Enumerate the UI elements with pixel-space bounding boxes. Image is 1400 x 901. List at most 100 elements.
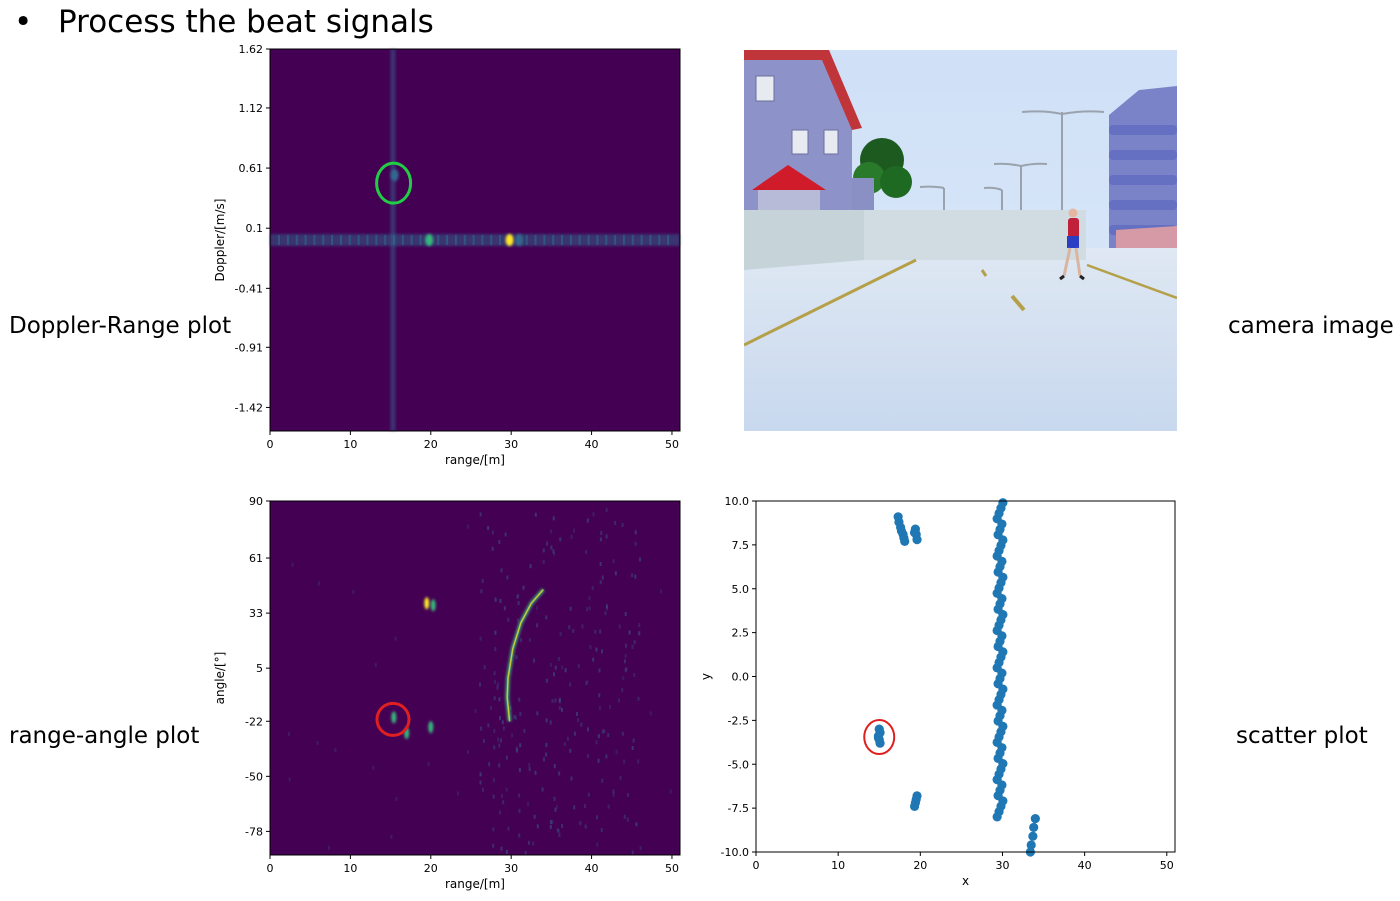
speckle [542, 548, 545, 553]
speckle [502, 726, 505, 731]
doppler-band-cell [322, 235, 325, 245]
doppler-band-cell [472, 235, 475, 245]
speckle [649, 711, 652, 716]
doppler-band-cell [569, 235, 572, 245]
speckle [555, 804, 558, 809]
speckle [493, 696, 496, 701]
x-tick-label: 30 [504, 862, 518, 875]
speckle [560, 707, 563, 712]
speckle [612, 559, 615, 564]
y-tick-label: -22 [245, 715, 263, 728]
speckle [570, 776, 573, 781]
lane-dash [1010, 294, 1026, 312]
doppler-band-cell [446, 235, 449, 245]
speckle [601, 778, 604, 783]
speckle [498, 697, 501, 702]
speckle [524, 851, 527, 856]
x-tick-label: 20 [424, 438, 438, 451]
speckle [622, 676, 625, 681]
speckle [427, 762, 430, 767]
lane-line [1086, 263, 1177, 300]
speckle [506, 575, 509, 580]
speckle [487, 723, 490, 728]
doppler-band-cell [419, 235, 422, 245]
scatter-point [873, 733, 884, 743]
camera-image [744, 50, 1177, 431]
lane-line [744, 258, 917, 347]
speckle [597, 758, 600, 763]
heatmap-peak [515, 234, 524, 246]
speckle [553, 764, 556, 769]
doppler-band-cell [640, 235, 643, 245]
speckle [467, 749, 470, 754]
speckle [587, 753, 590, 758]
speckle [532, 658, 535, 663]
speckle [631, 573, 634, 578]
speckle [601, 729, 604, 734]
house-window [755, 75, 775, 102]
heatmap-peak [430, 599, 436, 612]
speckle [605, 754, 608, 759]
speckle [592, 512, 595, 517]
speckle [638, 631, 641, 636]
speckle [479, 780, 482, 785]
small-house [852, 178, 874, 210]
porch-roof [752, 165, 826, 190]
speckle [494, 597, 497, 602]
plot-background [756, 501, 1175, 852]
speckle [491, 530, 494, 535]
speckle [518, 697, 521, 702]
speckle [499, 738, 502, 743]
speckle [492, 794, 495, 799]
speckle [494, 630, 497, 635]
speckle [624, 643, 627, 648]
speckle [493, 671, 496, 676]
building-base [1116, 226, 1177, 248]
speckle [633, 673, 636, 678]
y-tick-label: -1.42 [235, 401, 263, 414]
speckle [561, 823, 564, 828]
speckle [549, 720, 552, 725]
speckle [607, 804, 610, 809]
y-tick-label: 2.5 [732, 627, 750, 640]
speckle [586, 680, 589, 685]
speckle [554, 698, 557, 703]
speckle [488, 762, 491, 767]
x-tick-label: 0 [267, 862, 274, 875]
speckle [634, 530, 637, 535]
doppler-band-cell [499, 235, 502, 245]
speckle [528, 762, 531, 767]
speckle [637, 696, 640, 701]
speckle [528, 767, 531, 772]
y-tick-label: 10.0 [725, 495, 750, 508]
speckle [600, 827, 603, 832]
speckle [573, 731, 576, 736]
speckle [637, 759, 640, 764]
doppler-band-cell [313, 235, 316, 245]
speckle [598, 668, 601, 673]
speckle [390, 834, 393, 839]
speckle [612, 789, 615, 794]
tree [880, 166, 912, 198]
speckle [479, 512, 482, 517]
y-tick-label: -10.0 [721, 846, 749, 859]
speckle [596, 842, 599, 847]
house-window [791, 129, 809, 155]
x-tick-label: 10 [831, 859, 845, 872]
camera-scene [744, 50, 1177, 431]
speckle [564, 668, 567, 673]
speckle [604, 611, 607, 616]
speckle [577, 664, 580, 669]
scatter-point [1028, 831, 1038, 841]
doppler-band-cell [561, 235, 564, 245]
speckle [552, 672, 555, 677]
doppler-band-cell [552, 235, 555, 245]
speckle [554, 807, 557, 812]
speckle [577, 718, 580, 723]
speckle [498, 743, 501, 748]
speckle [527, 801, 530, 806]
heatmap-peak [505, 234, 514, 246]
speckle [480, 726, 483, 731]
doppler-band-cell [631, 235, 634, 245]
speckle [501, 720, 504, 725]
